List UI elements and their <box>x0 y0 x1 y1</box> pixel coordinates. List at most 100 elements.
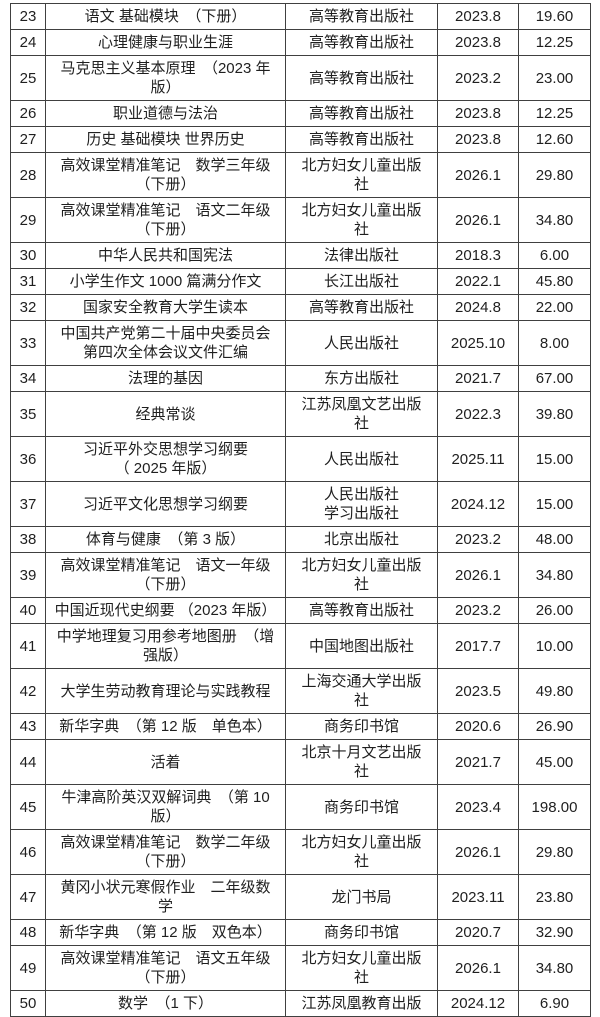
publish-date-cell: 2021.7 <box>437 365 519 392</box>
publisher-cell: 人民出版社 <box>285 436 438 482</box>
publisher-cell: 北方妇女儿童出版 社 <box>285 197 438 243</box>
row-number-cell: 40 <box>10 597 46 624</box>
row-number-cell: 48 <box>10 919 46 946</box>
publisher-cell: 人民出版社 学习出版社 <box>285 481 438 527</box>
table-row: 29 高效课堂精准笔记 语文二年级 （下册） 北方妇女儿童出版 社 2026.1 34.… <box>10 197 591 243</box>
table-row: 32 国家安全教育大学生读本 高等教育出版社 2024.8 22.00 <box>10 294 591 321</box>
price-cell: 45.80 <box>518 268 591 295</box>
publisher-cell: 江苏凤凰教育出版 <box>285 990 438 1017</box>
table-row: 23 语文 基础模块 （下册） 高等教育出版社 2023.8 19.60 <box>10 3 591 30</box>
publish-date-cell: 2024.12 <box>437 481 519 527</box>
book-title-cell: 高效课堂精准笔记 数学二年级 （下册） <box>45 829 286 875</box>
row-number-cell: 45 <box>10 784 46 830</box>
row-number-cell: 35 <box>10 391 46 437</box>
book-title-cell: 高效课堂精准笔记 语文二年级 （下册） <box>45 197 286 243</box>
book-title-cell: 中国共产党第二十届中央委员会 第四次全体会议文件汇编 <box>45 320 286 366</box>
row-number-cell: 39 <box>10 552 46 598</box>
book-title-cell: 大学生劳动教育理论与实践教程 <box>45 668 286 714</box>
publisher-cell: 法律出版社 <box>285 242 438 269</box>
table-row: 36 习近平外交思想学习纲要 （ 2025 年版） 人民出版社 2025.11 15.0… <box>10 436 591 482</box>
publisher-cell: 商务印书馆 <box>285 784 438 830</box>
book-title-cell: 高效课堂精准笔记 语文五年级 （下册） <box>45 945 286 991</box>
book-title-cell: 中国近现代史纲要 （2023 年版） <box>45 597 286 624</box>
table-row: 45 牛津高阶英汉双解词典 （第 10 版） 商务印书馆 2023.4 198.00 <box>10 784 591 830</box>
table-row: 31 小学生作文 1000 篇满分作文 长江出版社 2022.1 45.80 <box>10 268 591 295</box>
table-row: 46 高效课堂精准笔记 数学二年级 （下册） 北方妇女儿童出版 社 2026.1 29.… <box>10 829 591 875</box>
table-row: 42 大学生劳动教育理论与实践教程 上海交通大学出版 社 2023.5 49.80 <box>10 668 591 714</box>
publish-date-cell: 2020.6 <box>437 713 519 740</box>
publish-date-cell: 2021.7 <box>437 739 519 785</box>
table-row: 24 心理健康与职业生涯 高等教育出版社 2023.8 12.25 <box>10 29 591 56</box>
table-row: 47 黄冈小状元寒假作业 二年级数 学龙门书局 2023.11 23.80 <box>10 874 591 920</box>
price-cell: 32.90 <box>518 919 591 946</box>
price-cell: 34.80 <box>518 945 591 991</box>
publish-date-cell: 2023.2 <box>437 55 519 101</box>
row-number-cell: 32 <box>10 294 46 321</box>
price-cell: 49.80 <box>518 668 591 714</box>
price-cell: 22.00 <box>518 294 591 321</box>
book-title-cell: 黄冈小状元寒假作业 二年级数 学 <box>45 874 286 920</box>
row-number-cell: 33 <box>10 320 46 366</box>
book-title-cell: 语文 基础模块 （下册） <box>45 3 286 30</box>
price-cell: 48.00 <box>518 526 591 553</box>
publisher-cell: 人民出版社 <box>285 320 438 366</box>
row-number-cell: 42 <box>10 668 46 714</box>
row-number-cell: 36 <box>10 436 46 482</box>
price-cell: 29.80 <box>518 152 591 198</box>
row-number-cell: 47 <box>10 874 46 920</box>
publisher-cell: 商务印书馆 <box>285 919 438 946</box>
publisher-cell: 北京十月文艺出版 社 <box>285 739 438 785</box>
price-cell: 23.80 <box>518 874 591 920</box>
price-cell: 45.00 <box>518 739 591 785</box>
row-number-cell: 25 <box>10 55 46 101</box>
publisher-cell: 北方妇女儿童出版 社 <box>285 829 438 875</box>
book-title-cell: 数学 （1 下） <box>45 990 286 1017</box>
book-title-cell: 新华字典 （第 12 版 双色本） <box>45 919 286 946</box>
publish-date-cell: 2018.3 <box>437 242 519 269</box>
publisher-cell: 北京出版社 <box>285 526 438 553</box>
table-row: 41 中学地理复习用参考地图册 （增 强版） 中国地图出版社 2017.7 10.00 <box>10 623 591 669</box>
publisher-cell: 高等教育出版社 <box>285 3 438 30</box>
book-title-cell: 高效课堂精准笔记 语文一年级 （下册） <box>45 552 286 598</box>
price-cell: 198.00 <box>518 784 591 830</box>
publisher-cell: 东方出版社 <box>285 365 438 392</box>
publisher-cell: 高等教育出版社 <box>285 55 438 101</box>
publish-date-cell: 2026.1 <box>437 552 519 598</box>
price-cell: 19.60 <box>518 3 591 30</box>
row-number-cell: 29 <box>10 197 46 243</box>
publish-date-cell: 2026.1 <box>437 152 519 198</box>
publish-date-cell: 2023.4 <box>437 784 519 830</box>
book-title-cell: 高效课堂精准笔记 数学三年级 （下册） <box>45 152 286 198</box>
table-row: 27 历史 基础模块 世界历史 高等教育出版社 2023.8 12.60 <box>10 126 591 153</box>
table-row: 34 法理的基因 东方出版社 2021.7 67.00 <box>10 365 591 392</box>
book-title-cell: 习近平文化思想学习纲要 <box>45 481 286 527</box>
publisher-cell: 北方妇女儿童出版 社 <box>285 152 438 198</box>
table-row: 40 中国近现代史纲要 （2023 年版） 高等教育出版社 2023.2 26.00 <box>10 597 591 624</box>
price-cell: 12.25 <box>518 100 591 127</box>
publish-date-cell: 2023.11 <box>437 874 519 920</box>
publish-date-cell: 2022.1 <box>437 268 519 295</box>
table-row: 33 中国共产党第二十届中央委员会 第四次全体会议文件汇编 人民出版社 2025.10… <box>10 320 591 366</box>
publisher-cell: 高等教育出版社 <box>285 597 438 624</box>
book-title-cell: 小学生作文 1000 篇满分作文 <box>45 268 286 295</box>
price-cell: 26.90 <box>518 713 591 740</box>
publish-date-cell: 2023.2 <box>437 526 519 553</box>
table-row: 44 活着 北京十月文艺出版 社 2021.7 45.00 <box>10 739 591 785</box>
publisher-cell: 高等教育出版社 <box>285 126 438 153</box>
row-number-cell: 34 <box>10 365 46 392</box>
publisher-cell: 北方妇女儿童出版 社 <box>285 552 438 598</box>
publisher-cell: 江苏凤凰文艺出版 社 <box>285 391 438 437</box>
publish-date-cell: 2023.8 <box>437 29 519 56</box>
publish-date-cell: 2023.8 <box>437 3 519 30</box>
publish-date-cell: 2020.7 <box>437 919 519 946</box>
book-title-cell: 中学地理复习用参考地图册 （增 强版） <box>45 623 286 669</box>
book-title-cell: 国家安全教育大学生读本 <box>45 294 286 321</box>
row-number-cell: 28 <box>10 152 46 198</box>
book-price-table: 23 语文 基础模块 （下册） 高等教育出版社 2023.8 19.60 24 心理健康与职… <box>10 3 591 1017</box>
price-cell: 15.00 <box>518 481 591 527</box>
price-cell: 12.25 <box>518 29 591 56</box>
price-cell: 6.00 <box>518 242 591 269</box>
publish-date-cell: 2017.7 <box>437 623 519 669</box>
publish-date-cell: 2023.5 <box>437 668 519 714</box>
publisher-cell: 高等教育出版社 <box>285 100 438 127</box>
